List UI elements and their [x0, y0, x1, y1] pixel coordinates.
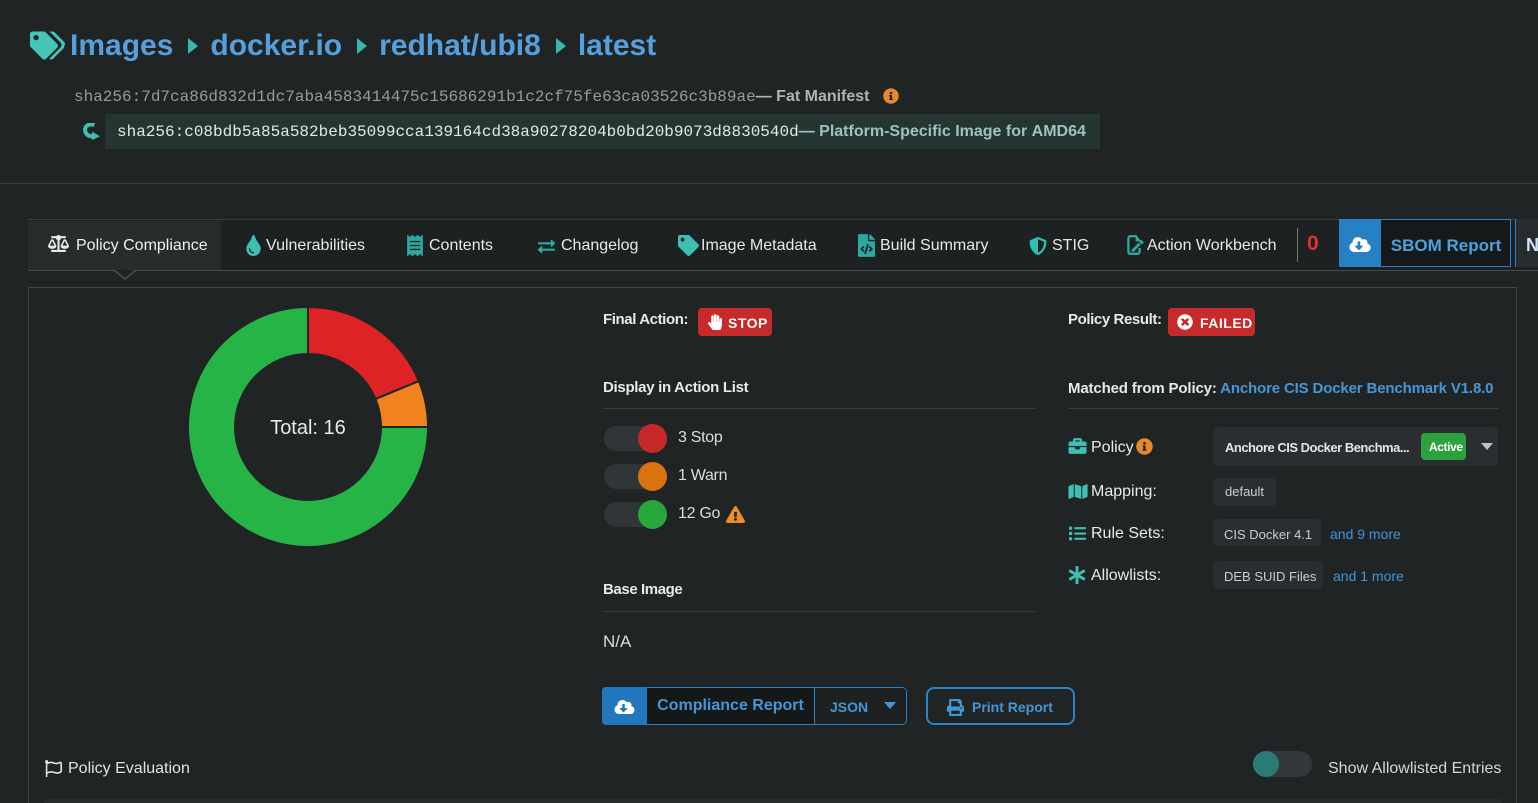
svg-text:Total: 16: Total: 16 [270, 417, 346, 439]
